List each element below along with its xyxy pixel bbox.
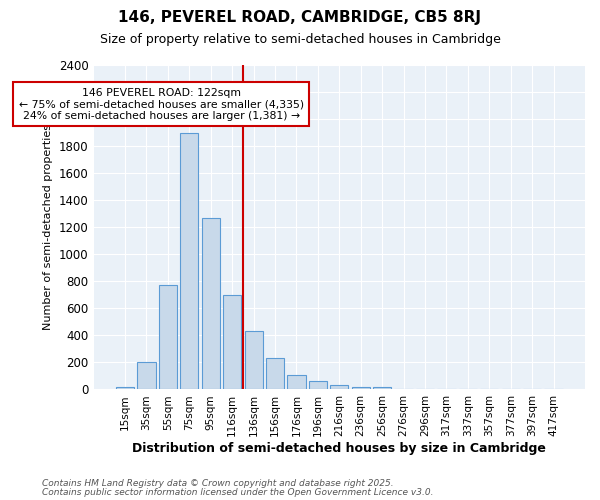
Bar (180, 132, 199, 390)
Bar (137, 362, 155, 390)
Bar (223, 295, 241, 390)
Text: Contains public sector information licensed under the Open Government Licence v3: Contains public sector information licen… (42, 488, 433, 497)
Bar (116, 387, 134, 390)
Bar (373, 388, 391, 390)
Bar (287, 374, 305, 390)
Bar (330, 384, 349, 390)
Bar (266, 358, 284, 390)
Text: Contains HM Land Registry data © Crown copyright and database right 2025.: Contains HM Land Registry data © Crown c… (42, 479, 394, 488)
Text: 146, PEVEREL ROAD, CAMBRIDGE, CB5 8RJ: 146, PEVEREL ROAD, CAMBRIDGE, CB5 8RJ (119, 10, 482, 25)
Bar (309, 380, 327, 390)
X-axis label: Distribution of semi-detached houses by size in Cambridge: Distribution of semi-detached houses by … (133, 442, 546, 455)
Bar (352, 387, 370, 390)
Bar (394, 389, 413, 390)
Text: Size of property relative to semi-detached houses in Cambridge: Size of property relative to semi-detach… (100, 32, 500, 46)
Text: 146 PEVEREL ROAD: 122sqm
← 75% of semi-detached houses are smaller (4,335)
24% o: 146 PEVEREL ROAD: 122sqm ← 75% of semi-d… (19, 88, 304, 121)
Bar (202, 218, 220, 390)
Bar (245, 332, 263, 390)
Bar (159, 286, 177, 390)
Y-axis label: Number of semi-detached properties: Number of semi-detached properties (43, 124, 53, 330)
